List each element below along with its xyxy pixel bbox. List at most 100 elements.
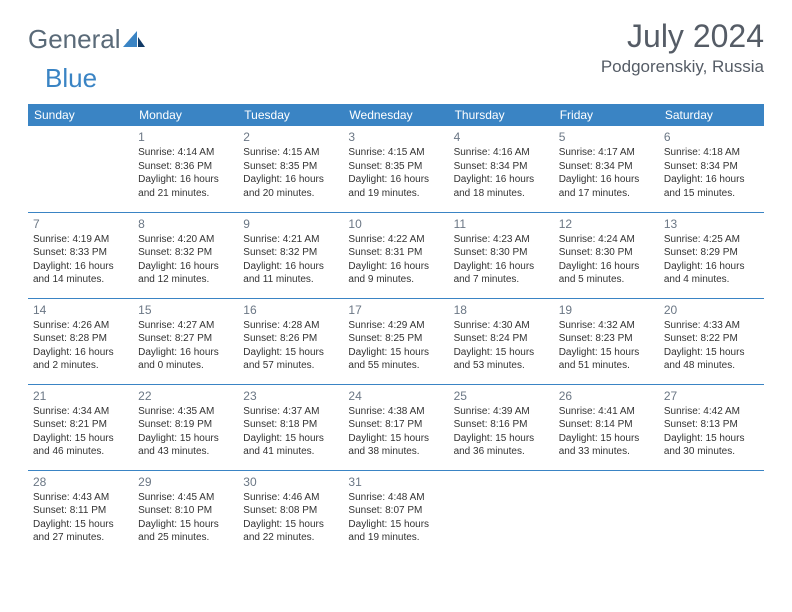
day-detail-line: and 30 minutes. — [664, 445, 759, 459]
day-detail-line: Sunset: 8:27 PM — [138, 332, 233, 346]
day-number: 7 — [33, 216, 128, 232]
day-detail-line: Daylight: 15 hours — [454, 346, 549, 360]
day-detail-line: Sunrise: 4:46 AM — [243, 491, 338, 505]
calendar-cell: 31Sunrise: 4:48 AMSunset: 8:07 PMDayligh… — [343, 470, 448, 556]
day-detail-line: and 46 minutes. — [33, 445, 128, 459]
day-detail-line: and 11 minutes. — [243, 273, 338, 287]
day-detail-line: Sunrise: 4:21 AM — [243, 233, 338, 247]
calendar-cell: 12Sunrise: 4:24 AMSunset: 8:30 PMDayligh… — [554, 212, 659, 298]
day-detail-line: Sunset: 8:22 PM — [664, 332, 759, 346]
day-detail-line: and 9 minutes. — [348, 273, 443, 287]
day-number: 11 — [454, 216, 549, 232]
calendar-cell: 9Sunrise: 4:21 AMSunset: 8:32 PMDaylight… — [238, 212, 343, 298]
day-detail-line: Sunrise: 4:35 AM — [138, 405, 233, 419]
day-detail-line: Daylight: 16 hours — [559, 173, 654, 187]
day-detail-line: Sunrise: 4:39 AM — [454, 405, 549, 419]
calendar-cell — [28, 126, 133, 212]
day-detail-line: and 18 minutes. — [454, 187, 549, 201]
calendar-cell: 24Sunrise: 4:38 AMSunset: 8:17 PMDayligh… — [343, 384, 448, 470]
day-detail-line: and 22 minutes. — [243, 531, 338, 545]
day-detail-line: and 15 minutes. — [664, 187, 759, 201]
calendar-body: 1Sunrise: 4:14 AMSunset: 8:36 PMDaylight… — [28, 126, 764, 556]
day-detail-line: Sunset: 8:36 PM — [138, 160, 233, 174]
day-detail-line: Sunrise: 4:15 AM — [243, 146, 338, 160]
day-number: 6 — [664, 129, 759, 145]
day-detail-line: Sunrise: 4:14 AM — [138, 146, 233, 160]
calendar-table: SundayMondayTuesdayWednesdayThursdayFrid… — [28, 104, 764, 556]
dayname-header: Sunday — [28, 104, 133, 126]
day-number: 12 — [559, 216, 654, 232]
day-detail-line: Daylight: 16 hours — [138, 260, 233, 274]
calendar-cell: 29Sunrise: 4:45 AMSunset: 8:10 PMDayligh… — [133, 470, 238, 556]
day-detail-line: and 19 minutes. — [348, 531, 443, 545]
calendar-week: 21Sunrise: 4:34 AMSunset: 8:21 PMDayligh… — [28, 384, 764, 470]
day-detail-line: Sunset: 8:35 PM — [243, 160, 338, 174]
day-detail-line: Sunrise: 4:48 AM — [348, 491, 443, 505]
day-detail-line: Sunrise: 4:18 AM — [664, 146, 759, 160]
day-detail-line: Sunrise: 4:43 AM — [33, 491, 128, 505]
day-number: 25 — [454, 388, 549, 404]
day-detail-line: Sunrise: 4:29 AM — [348, 319, 443, 333]
day-detail-line: and 4 minutes. — [664, 273, 759, 287]
day-detail-line: Sunset: 8:18 PM — [243, 418, 338, 432]
day-number: 19 — [559, 302, 654, 318]
day-detail-line: and 55 minutes. — [348, 359, 443, 373]
day-detail-line: and 0 minutes. — [138, 359, 233, 373]
day-detail-line: and 43 minutes. — [138, 445, 233, 459]
day-detail-line: Daylight: 16 hours — [138, 173, 233, 187]
day-number: 8 — [138, 216, 233, 232]
dayname-header: Wednesday — [343, 104, 448, 126]
calendar-cell: 16Sunrise: 4:28 AMSunset: 8:26 PMDayligh… — [238, 298, 343, 384]
calendar-cell: 28Sunrise: 4:43 AMSunset: 8:11 PMDayligh… — [28, 470, 133, 556]
day-number: 2 — [243, 129, 338, 145]
day-detail-line: and 12 minutes. — [138, 273, 233, 287]
day-detail-line: Sunset: 8:17 PM — [348, 418, 443, 432]
day-detail-line: Sunset: 8:25 PM — [348, 332, 443, 346]
day-detail-line: Sunset: 8:21 PM — [33, 418, 128, 432]
day-detail-line: Sunrise: 4:27 AM — [138, 319, 233, 333]
logo: General — [28, 24, 145, 55]
day-number: 31 — [348, 474, 443, 490]
day-detail-line: Daylight: 15 hours — [664, 432, 759, 446]
day-detail-line: Sunset: 8:10 PM — [138, 504, 233, 518]
day-detail-line: Sunset: 8:23 PM — [559, 332, 654, 346]
day-detail-line: and 7 minutes. — [454, 273, 549, 287]
calendar-cell: 21Sunrise: 4:34 AMSunset: 8:21 PMDayligh… — [28, 384, 133, 470]
month-title: July 2024 — [601, 18, 764, 55]
day-number: 21 — [33, 388, 128, 404]
calendar-cell — [554, 470, 659, 556]
day-detail-line: Sunrise: 4:34 AM — [33, 405, 128, 419]
calendar-cell: 19Sunrise: 4:32 AMSunset: 8:23 PMDayligh… — [554, 298, 659, 384]
day-detail-line: and 17 minutes. — [559, 187, 654, 201]
day-detail-line: Daylight: 15 hours — [243, 346, 338, 360]
calendar-cell: 17Sunrise: 4:29 AMSunset: 8:25 PMDayligh… — [343, 298, 448, 384]
day-detail-line: Sunrise: 4:23 AM — [454, 233, 549, 247]
day-detail-line: and 36 minutes. — [454, 445, 549, 459]
day-detail-line: Sunset: 8:11 PM — [33, 504, 128, 518]
day-detail-line: Sunset: 8:34 PM — [664, 160, 759, 174]
day-detail-line: Daylight: 16 hours — [664, 173, 759, 187]
day-number: 17 — [348, 302, 443, 318]
day-detail-line: Sunrise: 4:41 AM — [559, 405, 654, 419]
day-detail-line: Sunrise: 4:22 AM — [348, 233, 443, 247]
day-number: 27 — [664, 388, 759, 404]
day-detail-line: Sunrise: 4:38 AM — [348, 405, 443, 419]
calendar-cell: 25Sunrise: 4:39 AMSunset: 8:16 PMDayligh… — [449, 384, 554, 470]
calendar-cell: 27Sunrise: 4:42 AMSunset: 8:13 PMDayligh… — [659, 384, 764, 470]
day-detail-line: Sunset: 8:16 PM — [454, 418, 549, 432]
day-detail-line: and 5 minutes. — [559, 273, 654, 287]
calendar-cell — [449, 470, 554, 556]
day-number: 29 — [138, 474, 233, 490]
day-detail-line: Daylight: 15 hours — [33, 518, 128, 532]
day-detail-line: Daylight: 15 hours — [348, 346, 443, 360]
day-detail-line: Daylight: 15 hours — [243, 432, 338, 446]
day-detail-line: Sunrise: 4:30 AM — [454, 319, 549, 333]
day-detail-line: Daylight: 15 hours — [348, 432, 443, 446]
day-number: 14 — [33, 302, 128, 318]
day-detail-line: Daylight: 15 hours — [33, 432, 128, 446]
day-number: 16 — [243, 302, 338, 318]
day-detail-line: Daylight: 15 hours — [138, 432, 233, 446]
day-detail-line: Sunrise: 4:42 AM — [664, 405, 759, 419]
day-detail-line: Sunset: 8:32 PM — [243, 246, 338, 260]
day-detail-line: Sunrise: 4:25 AM — [664, 233, 759, 247]
